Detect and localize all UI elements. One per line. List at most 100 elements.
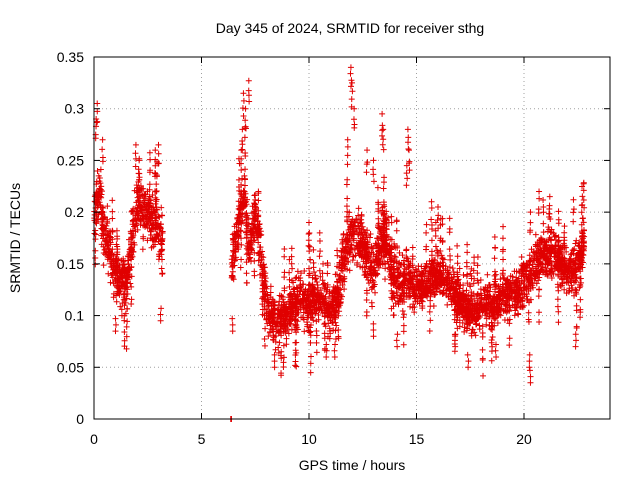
data-point [144,225,151,232]
data-point [327,300,334,307]
data-point [123,274,130,281]
data-point [403,247,410,254]
data-point [229,268,236,275]
data-point [526,358,533,365]
data-point [229,315,236,322]
data-point [128,263,135,270]
data-point [269,326,276,333]
data-point [407,293,414,300]
data-point [121,317,128,324]
data-point [348,96,355,103]
data-point [579,193,586,200]
data-point [416,290,423,297]
data-point [309,314,316,321]
data-point [235,176,242,183]
data-point [321,335,328,342]
data-point [454,242,461,249]
data-point [243,210,250,217]
data-point [277,308,284,315]
data-point [301,328,308,335]
data-point [306,265,313,272]
data-point [400,341,407,348]
data-point [257,244,264,251]
data-point [152,156,159,163]
data-point [396,249,403,256]
data-point [572,331,579,338]
data-point [310,317,317,324]
data-point [241,182,248,189]
data-point [468,311,475,318]
data-point [449,265,456,272]
data-point [570,209,577,216]
data-point [474,297,481,304]
data-point [158,256,165,263]
data-point [120,255,127,262]
data-point [375,215,382,222]
data-point [112,321,119,328]
data-point [288,316,295,323]
data-point [363,272,370,279]
data-point [579,215,586,222]
data-point [99,221,106,228]
data-point [351,231,358,238]
data-point [239,146,246,153]
data-point [347,223,354,230]
data-point [294,326,301,333]
data-point [418,273,425,280]
data-point [519,304,526,311]
data-point [404,175,411,182]
data-point [393,337,400,344]
data-point [315,312,322,319]
data-point [280,342,287,349]
data-point [533,280,540,287]
data-point [143,215,150,222]
data-point [409,244,416,251]
data-point [474,253,481,260]
data-point [134,226,141,233]
data-point [300,309,307,316]
data-point [308,306,315,313]
data-point [346,250,353,257]
data-point [434,259,441,266]
data-point [132,163,139,170]
data-point [336,302,343,309]
data-point [278,293,285,300]
data-point [290,286,297,293]
data-point [288,326,295,333]
data-point [570,196,577,203]
data-point [299,281,306,288]
data-point [394,243,401,250]
data-point [237,264,244,271]
data-point [124,305,131,312]
data-point [572,240,579,247]
data-point [480,372,487,379]
data-point [333,271,340,278]
data-point [494,319,501,326]
data-point [136,201,143,208]
data-point [289,265,296,272]
data-point [489,333,496,340]
data-point [347,228,354,235]
data-point [251,237,258,244]
data-point [128,235,135,242]
data-point [380,185,387,192]
data-point [158,305,165,312]
data-point [313,293,320,300]
data-point [341,246,348,253]
data-point [97,186,104,193]
y-tick-label: 0.25 [57,152,84,168]
data-point [316,237,323,244]
data-point [261,342,268,349]
data-point [506,335,513,342]
data-point [479,323,486,330]
data-point [97,166,104,173]
data-point [120,296,127,303]
data-point [153,206,160,213]
data-point [143,222,150,229]
data-point [132,141,139,148]
data-point [132,155,139,162]
data-point [461,328,468,335]
data-point [484,310,491,317]
data-point [382,248,389,255]
data-point [479,333,486,340]
